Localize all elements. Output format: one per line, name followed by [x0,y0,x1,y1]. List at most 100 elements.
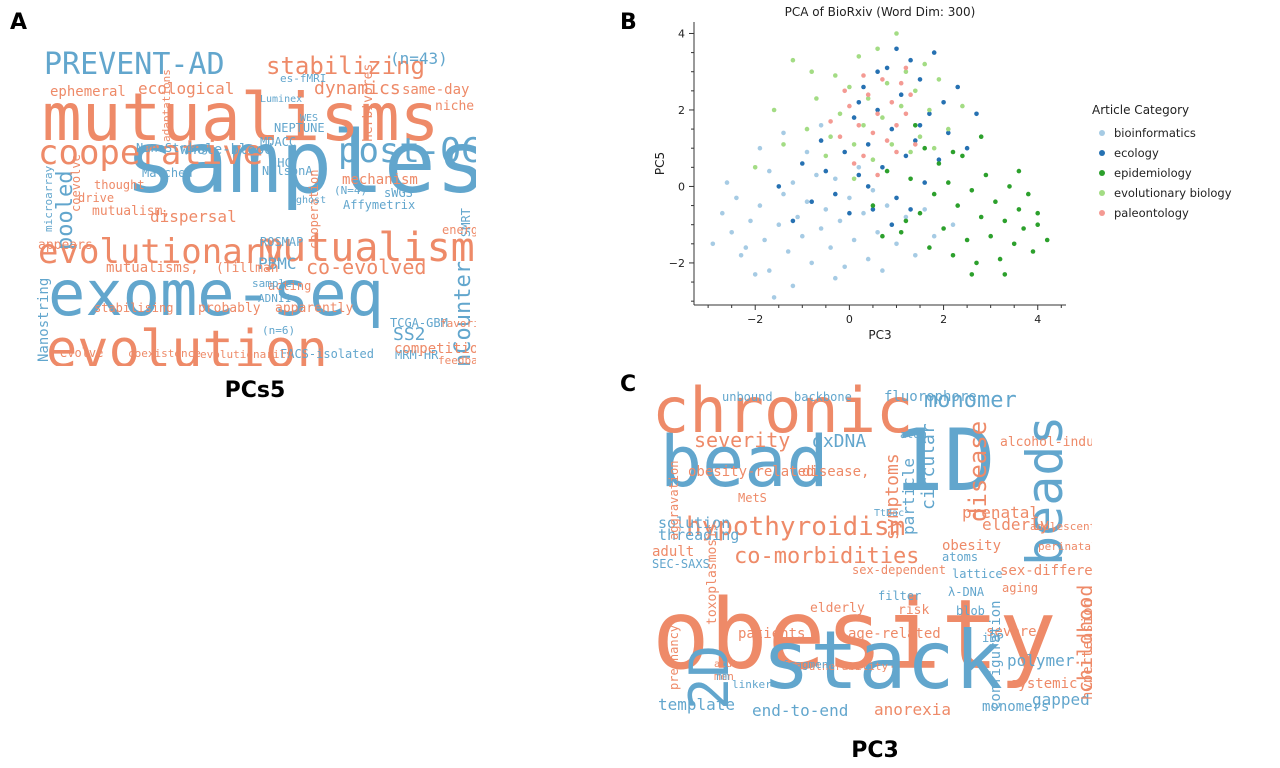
scatter-point [837,134,843,139]
scatter-point [903,218,909,224]
scatter-point [814,172,819,178]
cloud-a-word: NelsonA [262,164,313,178]
cloud-c-word: fluorophore [884,389,977,405]
scatter-point [752,165,758,170]
scatter-point [842,88,847,94]
scatter-point [828,119,833,124]
scatter-point [978,214,984,220]
cloud-a-word: co-evolved [306,255,426,279]
cloud-a-word: cooperation [307,170,321,249]
wordcloud-a: samples mutualisms exome-seq evolution coope… [30,22,476,366]
scatter-point [917,210,923,216]
scatter-point [922,207,927,212]
cloud-c-word: sex-dependent [852,563,946,577]
cloud-c-word: sex-differences [1000,563,1092,579]
scatter-point [851,161,857,166]
scatter-point [837,218,843,224]
scatter-point [861,153,866,159]
scatter-point [875,172,880,178]
cloud-c-word: disease [964,421,992,522]
scatter-point [894,46,899,52]
cloud-a-word: appears [38,238,93,253]
cloud-c-word: obesity [942,538,1001,554]
scatter-point [757,145,763,151]
scatter-point [889,126,895,132]
legend-label: bioinformatics [1114,126,1196,140]
scatter-point [927,111,932,117]
scatter-point [734,195,739,201]
scatter-point [767,168,772,174]
scatter-point [833,191,838,197]
scatter-point [856,123,862,128]
scatter-point [922,180,927,185]
scatter-point [936,77,942,82]
cloud-a-word: Matched [142,166,193,180]
cloud-a-word: evolve [60,346,103,360]
scatter-point [856,172,862,178]
scatter-point [997,256,1003,262]
legend-marker [1099,130,1105,136]
scatter-point [776,222,782,227]
scatter-point [861,210,866,216]
legend-label: paleontology [1114,206,1189,220]
scatter-point [870,157,876,162]
scatter-point [776,184,782,189]
y-tick-label: 0 [678,180,685,193]
scatter-point [790,180,796,185]
scatter-point [823,153,829,159]
cloud-a-word: mutualism, [92,204,170,219]
scatter-point [931,145,937,151]
scatter-point [898,230,904,235]
scatter-point [781,191,786,197]
scatter-point [851,115,857,120]
cloud-c-word: obesity-related [688,464,814,480]
cloud-a-word: WES [300,113,318,124]
cloud-c-word: symptoms [882,453,903,540]
scatter-point [800,161,805,166]
legend-marker [1099,150,1105,156]
cloud-c-word: gapped [1032,690,1090,709]
cloud-a-word: sWGS [384,186,413,200]
cloud-a-word: sample [252,277,292,290]
cloud-a-word: coexistence [128,347,201,360]
scatter-point [842,149,847,155]
scatter-point [847,210,852,216]
cloud-c-word: particle [899,458,918,535]
cloud-c-word: co-morbidities [734,544,919,569]
y-tick-label: 2 [678,104,685,117]
scatter-point [814,96,819,101]
scatter-point [903,153,909,159]
cloud-a-word: coevolve [69,154,83,212]
y-tick-label: 4 [678,27,685,40]
cloud-a-word: cooperative [38,133,263,173]
chart-title: PCA of BioRxiv (Word Dim: 300) [785,5,976,19]
scatter-point [1011,241,1017,247]
scatter-point [1026,191,1031,197]
scatter-point [800,233,805,239]
scatter-point [880,115,885,120]
cloud-c-word: alcohol-induced [1000,435,1092,450]
scatter-point [908,92,913,97]
scatter-point [969,188,975,193]
scatter-point [870,207,876,212]
scatter-point [870,130,876,136]
scatter-point [917,134,923,139]
cloud-a-word: (Tillman [216,261,279,276]
scatter-point [889,100,895,105]
scatter-point [898,80,904,86]
scatter-point [865,256,871,262]
scatter-point [922,145,927,151]
cloud-c-word: bead [660,421,829,503]
scatter-point [936,157,942,162]
legend-marker [1099,210,1105,216]
cloud-a-word: TCGA-GBM [390,316,448,330]
legend-label: epidemiology [1114,166,1192,180]
cloud-a-word: (n=6) [262,324,295,337]
cloud-c-word: end-to-end [752,701,848,720]
cloud-c-word: toxoplasmosis [705,523,720,625]
scatter-point [771,295,777,300]
caption-a: PCs5 [224,378,286,403]
cloud-c-word: unbound [722,390,773,404]
cloud-a-word: herbivores [361,64,376,142]
scatter-point [927,245,932,250]
